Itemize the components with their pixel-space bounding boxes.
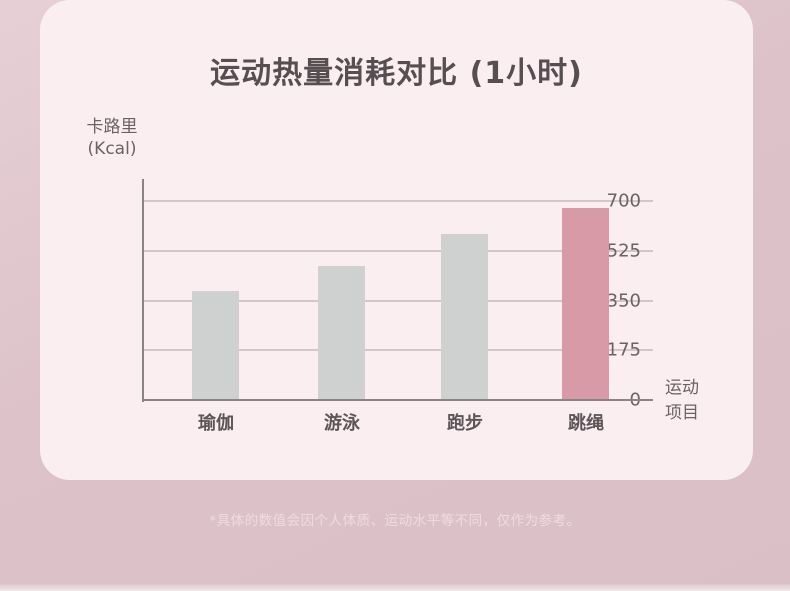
chart-card: 运动热量消耗对比 (1小时) 卡路里 (Kcal) 700 525 350 17…: [40, 0, 753, 480]
bottom-divider: [0, 584, 790, 591]
plot-area: 700 525 350 175 0: [142, 179, 653, 411]
footnote: *具体的数值会因个人体质、运动水平等不同，仅作为参考。: [209, 513, 581, 529]
bar-jump-rope: [562, 208, 609, 400]
x-tick-label-swimming: 游泳: [324, 413, 360, 434]
y-tick-label: 350: [606, 290, 641, 311]
gridline: [142, 300, 653, 302]
bar-swimming: [318, 266, 365, 400]
x-tick-label-jump-rope: 跳绳: [568, 413, 604, 434]
x-axis-line: [142, 399, 653, 401]
gridline: [142, 349, 653, 351]
x-tick-label-running: 跑步: [447, 413, 483, 434]
y-axis-title-text: 卡路里: [86, 117, 138, 137]
x-tick-label-yoga: 瑜伽: [198, 413, 234, 434]
gridline: [142, 250, 653, 252]
y-tick-label: 525: [606, 240, 641, 262]
bar-yoga: [192, 290, 239, 400]
y-tick-label: 700: [606, 190, 641, 212]
gridline: [142, 200, 653, 202]
x-axis-title: 运动项目: [665, 378, 699, 423]
y-axis-title: 卡路里 (Kcal): [62, 116, 162, 160]
y-axis-unit: (Kcal): [87, 139, 137, 159]
chart-title: 运动热量消耗对比 (1小时): [210, 56, 583, 91]
y-axis-line: [142, 179, 144, 402]
y-tick-label: 175: [606, 339, 641, 361]
bar-running: [441, 233, 488, 400]
